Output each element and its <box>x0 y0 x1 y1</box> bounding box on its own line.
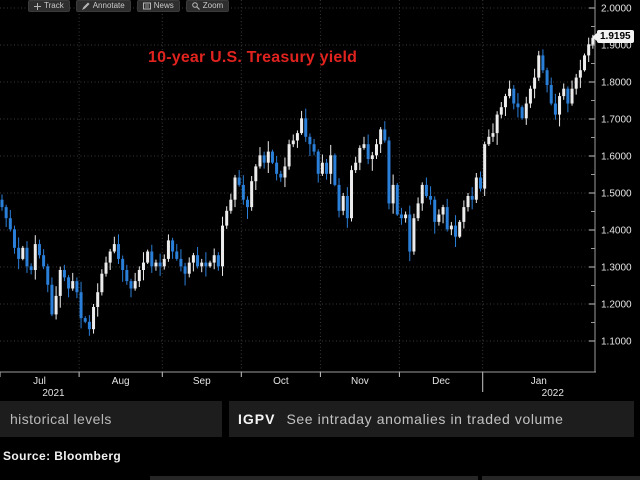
badge-arrow-icon <box>592 32 597 41</box>
svg-text:Jan: Jan <box>531 376 547 387</box>
annotate-button-label: Annotate <box>92 1 125 10</box>
track-button-label: Track <box>44 1 64 10</box>
source-attribution: Source: Bloomberg <box>3 449 122 463</box>
zoom-magnifier-icon <box>191 2 200 10</box>
svg-text:1.8000: 1.8000 <box>601 78 632 89</box>
svg-text:Aug: Aug <box>112 376 130 387</box>
bottom-divider-right <box>482 476 640 480</box>
svg-text:1.6000: 1.6000 <box>601 152 632 163</box>
svg-text:Dec: Dec <box>432 376 450 387</box>
news-icon <box>142 2 151 10</box>
svg-text:1.4000: 1.4000 <box>601 226 632 237</box>
track-plus-icon <box>34 2 41 10</box>
svg-text:Nov: Nov <box>351 376 369 387</box>
svg-text:2.0000: 2.0000 <box>601 4 632 15</box>
svg-text:2021: 2021 <box>42 388 65 399</box>
chart-toolbar: Track Annotate News Zoom <box>28 0 230 12</box>
svg-text:1.1000: 1.1000 <box>601 337 632 348</box>
last-price-badge: 1.9195 <box>592 30 634 43</box>
zoom-button-label: Zoom <box>202 1 224 10</box>
headline-fragment-text: historical levels <box>10 411 112 427</box>
svg-text:1.7000: 1.7000 <box>601 115 632 126</box>
svg-text:1.3000: 1.3000 <box>601 263 632 274</box>
headline-fragment-panel: historical levels <box>0 401 222 437</box>
annotate-button[interactable]: Annotate <box>75 0 131 12</box>
svg-text:1.5000: 1.5000 <box>601 189 632 200</box>
svg-text:1.2000: 1.2000 <box>601 300 632 311</box>
igpv-suggestion-panel[interactable]: IGPV See intraday anomalies in traded vo… <box>229 401 634 437</box>
chart-title: 10-year U.S. Treasury yield <box>148 49 358 66</box>
svg-text:1.9000: 1.9000 <box>601 41 632 52</box>
annotate-pencil-icon <box>81 2 90 10</box>
svg-text:2022: 2022 <box>542 388 565 399</box>
svg-text:Sep: Sep <box>193 376 211 387</box>
svg-text:Oct: Oct <box>273 376 289 387</box>
zoom-button[interactable]: Zoom <box>185 0 230 12</box>
bottom-divider-left <box>150 476 478 480</box>
track-button[interactable]: Track <box>28 0 70 12</box>
news-button-label: News <box>153 1 174 10</box>
news-button[interactable]: News <box>136 0 180 12</box>
igpv-description: See intraday anomalies in traded volume <box>286 411 564 427</box>
svg-text:Jul: Jul <box>33 376 46 387</box>
last-price-value: 1.9195 <box>600 31 631 42</box>
igpv-function-code: IGPV <box>238 411 276 427</box>
